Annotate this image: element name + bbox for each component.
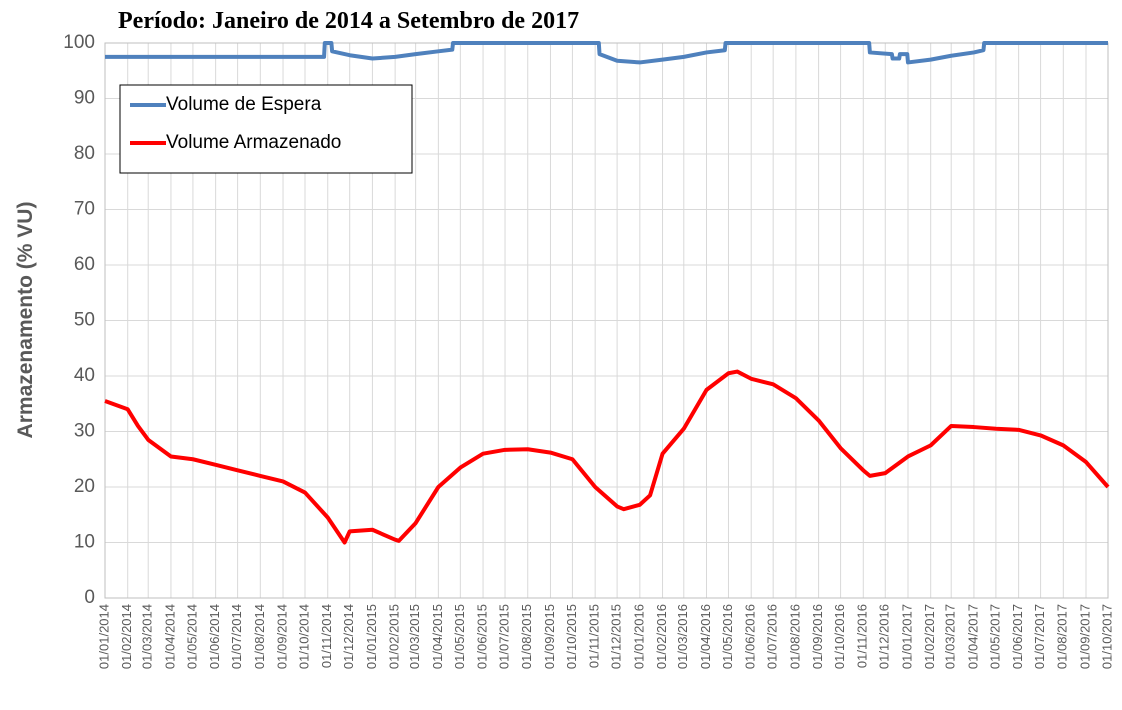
x-tick-label: 01/09/2015: [542, 604, 557, 669]
series-line: [104, 369, 1110, 545]
plot-border: [104, 42, 1109, 599]
x-tick-label: 01/10/2017: [1099, 604, 1114, 669]
x-tick-label: 01/07/2014: [229, 604, 244, 669]
y-tick-label: 80: [74, 143, 95, 164]
x-tick-label: 01/12/2015: [609, 604, 624, 669]
x-tick-label: 01/01/2017: [899, 604, 914, 669]
series-line: [105, 41, 1108, 65]
x-tick-label: 01/03/2016: [675, 604, 690, 669]
x-tick-label: 01/10/2016: [832, 604, 847, 669]
x-tick-label: 01/10/2014: [296, 604, 311, 669]
chart-title: Período: Janeiro de 2014 a Setembro de 2…: [118, 8, 579, 34]
y-tick-label: 40: [74, 365, 95, 386]
x-tick-label: 01/06/2017: [1010, 604, 1025, 669]
y-tick-label: 10: [74, 532, 95, 553]
y-tick-label: 60: [74, 254, 95, 275]
x-tick-label: 01/01/2015: [364, 604, 379, 669]
y-tick-label: 90: [74, 88, 95, 109]
x-tick-label: 01/06/2015: [474, 604, 489, 669]
x-tick-label: 01/06/2016: [743, 604, 758, 669]
x-tick-label: 01/12/2016: [877, 604, 892, 669]
x-tick-label: 01/07/2015: [496, 604, 511, 669]
x-tick-label: 01/08/2014: [252, 604, 267, 669]
y-tick-label: 50: [74, 310, 95, 331]
y-tick-label: 20: [74, 476, 95, 497]
y-tick-label: 0: [84, 587, 95, 608]
x-tick-label: 01/07/2016: [765, 604, 780, 669]
x-tick-label: 01/04/2014: [162, 604, 177, 669]
x-tick-label: 01/09/2017: [1077, 604, 1092, 669]
x-tick-label: 01/09/2014: [274, 604, 289, 669]
x-tick-label: 01/01/2014: [96, 604, 111, 669]
x-tick-label: 01/05/2015: [452, 604, 467, 669]
x-tick-label: 01/11/2016: [855, 604, 870, 668]
x-tick-label: 01/08/2017: [1055, 604, 1070, 669]
x-tick-label: 01/09/2016: [810, 604, 825, 669]
x-tick-label: 01/02/2016: [654, 604, 669, 669]
x-tick-label: 01/08/2016: [787, 604, 802, 669]
x-tick-label: 01/05/2017: [987, 604, 1002, 669]
x-tick-label: 01/11/2015: [587, 604, 602, 668]
x-tick-label: 01/11/2014: [319, 604, 334, 668]
legend-label: Volume de Espera: [166, 94, 322, 115]
y-axis-label: Armazenamento (% VU): [14, 202, 37, 439]
x-tick-label: 01/04/2017: [965, 604, 980, 669]
x-tick-label: 01/03/2017: [943, 604, 958, 669]
x-tick-label: 01/02/2015: [387, 604, 402, 669]
y-tick-label: 30: [74, 421, 95, 442]
y-tick-label: 70: [74, 199, 95, 220]
x-tick-label: 01/08/2015: [519, 604, 534, 669]
x-tick-label: 01/03/2014: [140, 604, 155, 669]
y-tick-label: 100: [63, 32, 95, 53]
x-tick-label: 01/07/2017: [1032, 604, 1047, 669]
x-tick-label: 01/04/2015: [430, 604, 445, 669]
x-tick-label: 01/05/2016: [720, 604, 735, 669]
x-tick-label: 01/05/2014: [184, 604, 199, 669]
x-tick-label: 01/03/2015: [407, 604, 422, 669]
x-tick-label: 01/06/2014: [207, 604, 222, 669]
x-tick-label: 01/10/2015: [564, 604, 579, 669]
x-tick-label: 01/02/2014: [119, 604, 134, 669]
x-tick-label: 01/12/2014: [341, 604, 356, 669]
x-tick-label: 01/04/2016: [698, 604, 713, 669]
legend-label: Volume Armazenado: [166, 132, 341, 153]
legend-box: [119, 84, 413, 174]
x-tick-label: 01/02/2017: [922, 604, 937, 669]
x-tick-label: 01/01/2016: [631, 604, 646, 669]
